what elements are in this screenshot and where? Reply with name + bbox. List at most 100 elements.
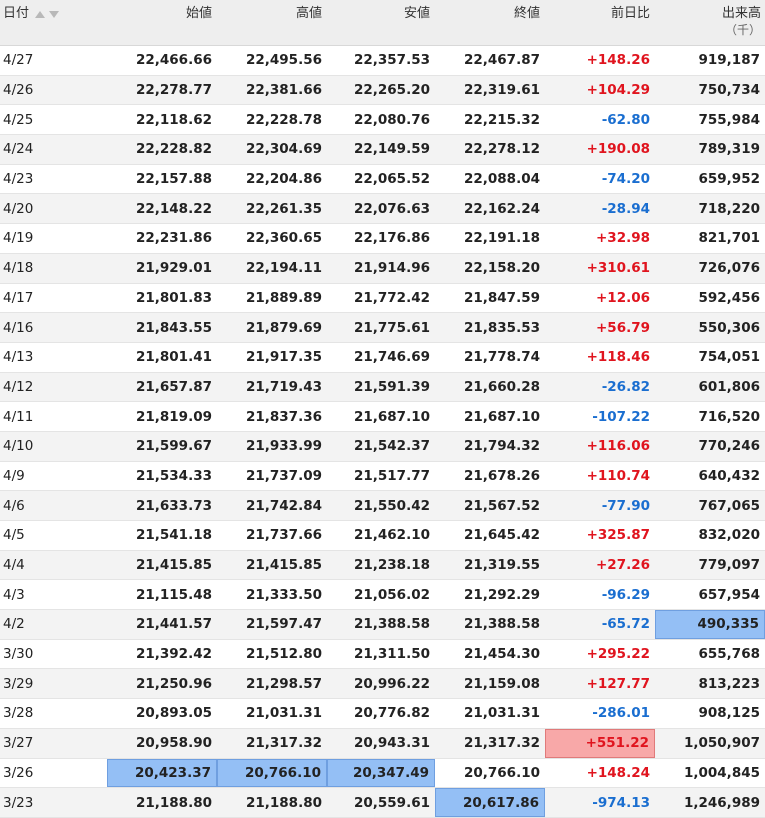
change-cell: +116.06	[586, 438, 650, 455]
close-cell: 21,159.08	[463, 675, 540, 692]
low-cell: 20,943.31	[353, 735, 430, 752]
change-cell: +118.46	[586, 349, 650, 366]
open-cell: 21,801.83	[135, 289, 212, 306]
table-row: 4/20 22,148.22 22,261.35 22,076.63 22,162.24…	[0, 194, 765, 225]
close-cell: 21,778.74	[463, 349, 540, 366]
close-cell: 22,088.04	[463, 171, 540, 188]
high-cell: 21,317.32	[245, 735, 322, 752]
close-cell: 21,319.55	[463, 557, 540, 574]
low-cell: 22,065.52	[353, 171, 430, 188]
close-cell: 21,567.52	[463, 497, 540, 514]
change-cell: -65.72	[601, 616, 650, 633]
date-cell: 4/25	[3, 111, 34, 128]
low-cell: 20,776.82	[353, 705, 430, 722]
open-cell: 21,633.73	[135, 497, 212, 514]
open-cell: 21,534.33	[135, 467, 212, 484]
table-row: 4/2 21,441.57 21,597.47 21,388.58 21,388.58 -…	[0, 610, 765, 640]
low-cell: 21,238.18	[353, 557, 430, 574]
table-row: 4/19 22,231.86 22,360.65 22,176.86 22,191.18…	[0, 224, 765, 254]
volume-cell: 779,097	[698, 557, 761, 574]
date-cell: 3/26	[3, 764, 34, 781]
table-row: 4/6 21,633.73 21,742.84 21,550.42 21,567.52 -…	[0, 491, 765, 521]
date-cell: 4/4	[3, 557, 25, 574]
sort-descending-icon[interactable]	[49, 10, 60, 18]
volume-cell: 789,319	[698, 141, 761, 158]
close-cell: 22,319.61	[463, 82, 540, 99]
change-cell: -62.80	[601, 111, 650, 128]
close-cell: 21,847.59	[463, 289, 540, 306]
close-cell: 22,278.12	[463, 141, 540, 158]
open-cell: 21,392.42	[135, 646, 212, 663]
volume-cell: 490,335	[655, 610, 765, 639]
change-cell: -74.20	[601, 171, 650, 188]
high-cell: 21,333.50	[245, 586, 322, 603]
high-cell: 21,737.66	[245, 527, 322, 544]
date-cell: 4/27	[3, 52, 34, 69]
open-cell: 21,657.87	[135, 378, 212, 395]
open-cell: 21,415.85	[135, 557, 212, 574]
table-row: 3/23 21,188.80 21,188.80 20,559.61 20,617.86…	[0, 788, 765, 818]
high-cell: 21,837.36	[245, 408, 322, 425]
close-cell: 21,678.26	[463, 467, 540, 484]
volume-cell: 592,456	[698, 289, 761, 306]
high-column-header: 高値	[295, 6, 322, 21]
low-cell: 20,347.49	[327, 758, 435, 788]
open-cell: 20,893.05	[135, 705, 212, 722]
change-cell: -96.29	[601, 586, 650, 603]
high-cell: 21,737.09	[245, 467, 322, 484]
date-cell: 4/23	[3, 171, 34, 188]
date-cell: 3/23	[3, 794, 34, 811]
low-cell: 21,591.39	[353, 378, 430, 395]
open-column-header: 始値	[185, 6, 212, 21]
low-cell: 21,687.10	[353, 408, 430, 425]
change-cell: +12.06	[595, 289, 650, 306]
volume-cell: 767,065	[698, 497, 761, 514]
close-cell: 21,835.53	[463, 319, 540, 336]
date-column-header[interactable]: 日付	[3, 6, 60, 22]
date-cell: 3/27	[3, 735, 34, 752]
close-cell: 21,687.10	[463, 408, 540, 425]
close-column-header: 終値	[513, 6, 540, 21]
close-cell: 22,162.24	[463, 200, 540, 217]
volume-cell: 750,734	[698, 82, 761, 99]
change-cell: +104.29	[586, 82, 650, 99]
table-row: 4/26 22,278.77 22,381.66 22,265.20 22,319.61…	[0, 75, 765, 106]
date-cell: 4/2	[3, 616, 25, 633]
sort-ascending-icon[interactable]	[35, 10, 46, 18]
close-cell: 21,317.32	[463, 735, 540, 752]
volume-cell: 601,806	[698, 378, 761, 395]
change-cell: +110.74	[586, 467, 650, 484]
low-cell: 22,265.20	[353, 82, 430, 99]
close-cell: 21,454.30	[463, 646, 540, 663]
volume-cell: 1,050,907	[683, 735, 760, 752]
change-cell: +27.26	[595, 557, 650, 574]
table-row: 3/27 20,958.90 21,317.32 20,943.31 21,317.32…	[0, 728, 765, 759]
sort-control[interactable]	[35, 10, 60, 18]
table-row: 4/3 21,115.48 21,333.50 21,056.02 21,292.29 -…	[0, 580, 765, 611]
date-cell: 4/6	[3, 497, 25, 514]
close-cell: 21,645.42	[463, 527, 540, 544]
volume-cell: 716,520	[698, 408, 761, 425]
low-column-header: 安値	[403, 6, 430, 21]
close-cell: 21,031.31	[463, 705, 540, 722]
low-cell: 21,746.69	[353, 349, 430, 366]
open-cell: 22,148.22	[135, 200, 212, 217]
open-cell: 22,228.82	[135, 141, 212, 158]
open-cell: 21,599.67	[135, 438, 212, 455]
high-cell: 21,742.84	[245, 497, 322, 514]
high-cell: 21,512.80	[245, 646, 322, 663]
open-cell: 21,441.57	[135, 616, 212, 633]
table-row: 4/27 22,466.66 22,495.56 22,357.53 22,467.87…	[0, 46, 765, 76]
low-cell: 21,775.61	[353, 319, 430, 336]
change-cell: +32.98	[595, 230, 650, 247]
low-cell: 21,550.42	[353, 497, 430, 514]
open-cell: 20,958.90	[135, 735, 212, 752]
high-cell: 22,204.86	[245, 171, 322, 188]
change-cell: +127.77	[586, 675, 650, 692]
change-cell: +56.79	[595, 319, 650, 336]
volume-cell: 655,768	[698, 646, 761, 663]
volume-cell: 832,020	[698, 527, 761, 544]
close-cell: 22,467.87	[463, 52, 540, 69]
date-cell: 3/28	[3, 705, 34, 722]
table-row: 4/9 21,534.33 21,737.09 21,517.77 21,678.26 +…	[0, 462, 765, 492]
